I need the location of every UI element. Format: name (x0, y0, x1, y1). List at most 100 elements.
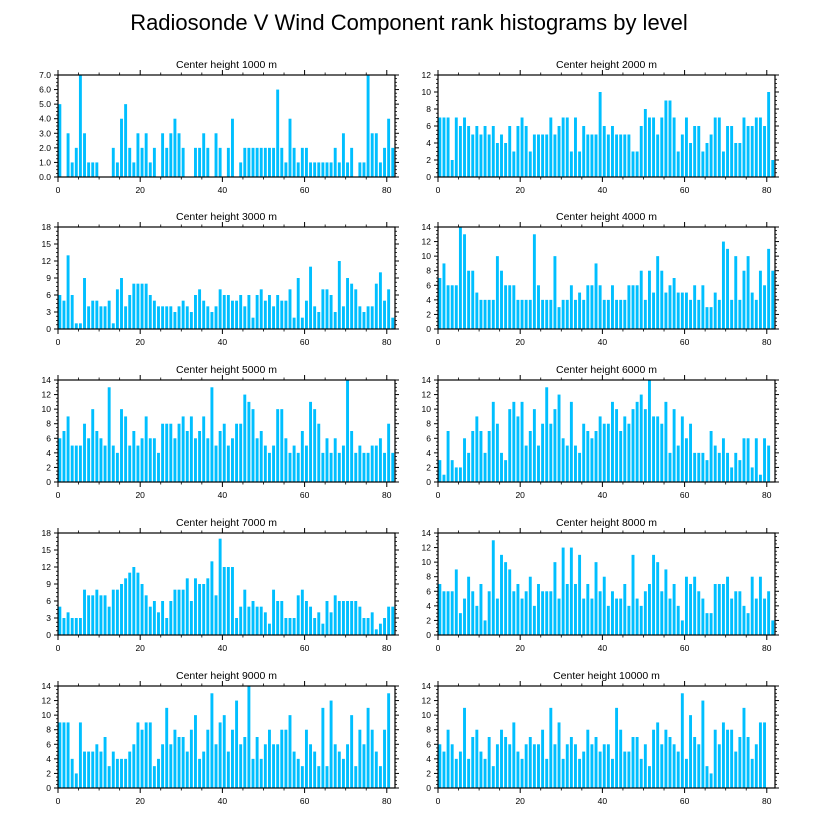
bar (239, 606, 243, 635)
bar (709, 307, 713, 329)
bar (569, 401, 573, 482)
bar (247, 295, 251, 329)
x-tick-label: 20 (515, 185, 525, 195)
bar (561, 438, 565, 482)
bar (454, 285, 458, 329)
bar (471, 431, 475, 482)
bar (346, 380, 349, 482)
bar (582, 299, 586, 329)
bar (660, 591, 664, 635)
bar (189, 416, 193, 482)
bar (111, 323, 115, 329)
bar (66, 255, 70, 329)
x-tick-label: 80 (382, 337, 392, 347)
bar (222, 423, 226, 482)
x-tick-label: 40 (598, 337, 608, 347)
bar (259, 606, 263, 635)
panel-title: Center height 9000 m (176, 670, 277, 682)
bar (631, 409, 635, 482)
bar (602, 744, 606, 788)
bar (132, 431, 136, 482)
bar (684, 438, 688, 482)
bar (374, 133, 378, 177)
bar (206, 578, 210, 635)
bar (483, 758, 487, 788)
bar (194, 147, 197, 177)
bar (545, 299, 549, 329)
x-tick-label: 60 (300, 490, 310, 500)
bar (635, 737, 639, 788)
bar (516, 126, 520, 177)
x-tick-label: 40 (598, 185, 608, 195)
y-tick-label: 10 (422, 557, 432, 567)
bar (508, 285, 512, 329)
x-tick-label: 20 (515, 796, 525, 806)
bar (300, 766, 304, 788)
bar (120, 758, 123, 788)
bar (152, 147, 156, 177)
bar (83, 133, 86, 177)
bar (701, 452, 705, 482)
bar (438, 584, 442, 635)
bar (148, 722, 152, 788)
bar (83, 751, 86, 788)
bar (537, 584, 540, 635)
bar (487, 591, 491, 635)
y-tick-label: 6 (46, 290, 51, 300)
bar (177, 306, 181, 329)
bar (697, 126, 701, 177)
bar (619, 431, 623, 482)
bar (354, 289, 358, 329)
bar (598, 751, 602, 788)
bar (758, 576, 762, 635)
bar (676, 445, 680, 482)
bar (165, 423, 169, 482)
bar (309, 401, 313, 482)
x-tick-label: 20 (135, 185, 145, 195)
y-tick-label: 2 (426, 768, 431, 778)
y-tick-label: 4 (426, 754, 431, 764)
bar (169, 133, 173, 177)
bar (370, 133, 374, 177)
bar (458, 467, 462, 482)
panel-title: Center height 5000 m (176, 364, 277, 376)
bar (516, 299, 520, 329)
bar (103, 306, 107, 329)
bar (475, 605, 479, 635)
x-tick-label: 0 (56, 185, 61, 195)
bar (165, 147, 169, 177)
bar (309, 606, 313, 635)
bar (87, 595, 91, 635)
bar (161, 306, 165, 329)
y-tick-label: 9 (46, 579, 51, 589)
bar (95, 431, 99, 482)
bar (594, 562, 598, 635)
bar (247, 686, 251, 788)
bar (730, 299, 734, 329)
bar (726, 126, 729, 177)
bar (578, 292, 582, 329)
bar (528, 299, 532, 329)
bar (524, 299, 528, 329)
bar (288, 618, 292, 635)
panel-title: Center height 10000 m (553, 670, 660, 682)
bar (341, 133, 345, 177)
y-tick-label: 1.0 (39, 157, 51, 167)
bar (734, 591, 738, 635)
bar (524, 126, 528, 177)
bar (74, 773, 78, 788)
y-tick-label: 0.0 (39, 172, 51, 182)
bar (292, 751, 296, 788)
bar (284, 438, 288, 482)
bar (623, 299, 627, 329)
x-tick-label: 80 (382, 796, 392, 806)
bar (235, 700, 239, 788)
bar (664, 292, 668, 329)
bar (693, 452, 697, 482)
bar (754, 744, 758, 788)
bar (169, 423, 173, 482)
bar (350, 147, 354, 177)
bar (226, 567, 230, 635)
x-tick-label: 20 (135, 796, 145, 806)
y-tick-label: 8 (426, 104, 431, 114)
